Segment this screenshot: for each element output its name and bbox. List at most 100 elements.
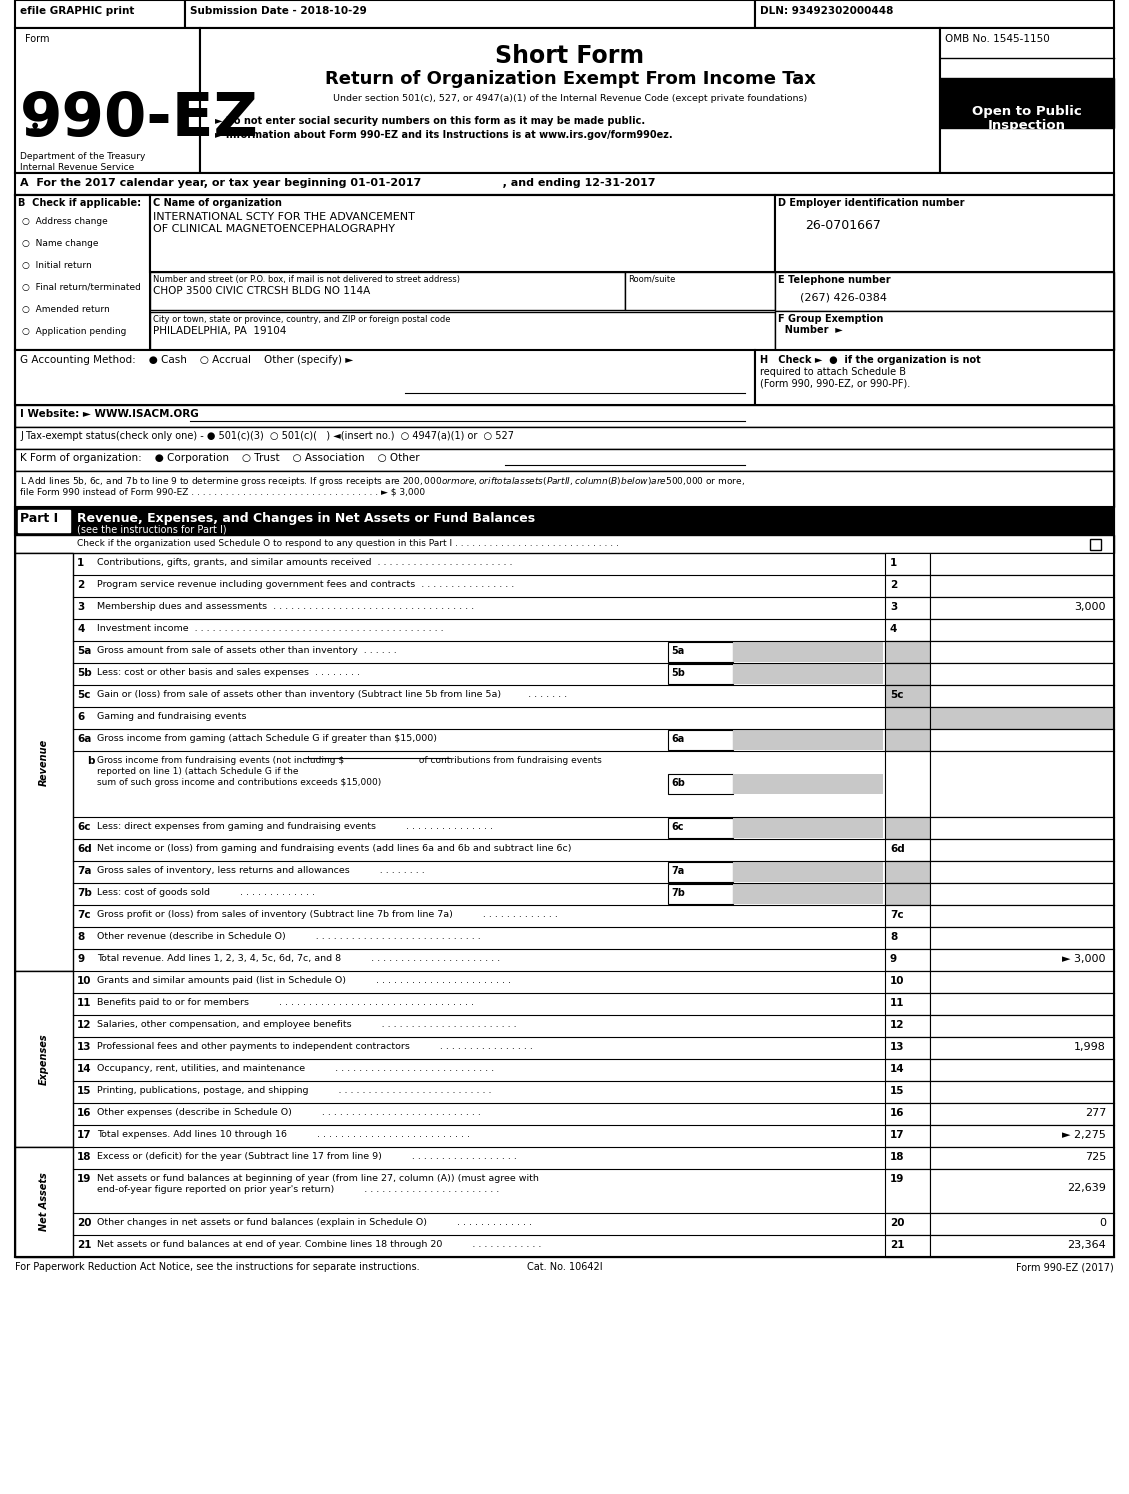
Text: 12: 12: [890, 1020, 904, 1029]
Text: 5a: 5a: [671, 645, 684, 656]
Bar: [668, 862, 733, 881]
Bar: [930, 1213, 1114, 1236]
Bar: [930, 598, 1114, 619]
Text: 7c: 7c: [890, 910, 903, 920]
Text: 17: 17: [77, 1129, 91, 1140]
Text: 18: 18: [890, 1152, 904, 1162]
Text: Grants and similar amounts paid (list in Schedule O)          . . . . . . . . . : Grants and similar amounts paid (list in…: [97, 976, 511, 985]
Text: INTERNATIONAL SCTY FOR THE ADVANCEMENT: INTERNATIONAL SCTY FOR THE ADVANCEMENT: [154, 212, 414, 223]
Text: Number and street (or P.O. box, if mail is not delivered to street address): Number and street (or P.O. box, if mail …: [154, 275, 460, 284]
Bar: [885, 994, 930, 1014]
Bar: [668, 884, 733, 904]
Bar: [200, 28, 940, 173]
Text: 16: 16: [890, 1109, 904, 1118]
Bar: [885, 707, 930, 729]
Text: 3,000: 3,000: [1075, 602, 1106, 613]
Text: Internal Revenue Service: Internal Revenue Service: [20, 163, 134, 172]
Bar: [885, 1168, 930, 1213]
Text: 3: 3: [890, 602, 898, 613]
Bar: [930, 729, 1114, 751]
Text: Program service revenue including government fees and contracts  . . . . . . . .: Program service revenue including govern…: [97, 580, 514, 589]
Bar: [885, 1014, 930, 1037]
Text: 7b: 7b: [77, 887, 91, 898]
Text: Open to Public: Open to Public: [972, 105, 1082, 118]
Text: 4: 4: [890, 624, 898, 633]
Text: 7c: 7c: [77, 910, 90, 920]
Text: 14: 14: [77, 1064, 91, 1074]
Bar: [930, 1168, 1114, 1213]
Text: 2017: 2017: [945, 90, 1076, 134]
Text: 22,639: 22,639: [1067, 1183, 1106, 1194]
Text: K Form of organization:    ● Corporation    ○ Trust    ○ Association    ○ Other: K Form of organization: ● Corporation ○ …: [20, 453, 420, 463]
Text: Net assets or fund balances at end of year. Combine lines 18 through 20         : Net assets or fund balances at end of ye…: [97, 1240, 542, 1249]
Text: Other revenue (describe in Schedule O)          . . . . . . . . . . . . . . . . : Other revenue (describe in Schedule O) .…: [97, 932, 481, 941]
Text: 1: 1: [77, 557, 85, 568]
Text: Gross sales of inventory, less returns and allowances          . . . . . . . .: Gross sales of inventory, less returns a…: [97, 867, 425, 875]
Text: H   Check ►  ●  if the organization is not: H Check ► ● if the organization is not: [760, 356, 981, 365]
Text: 0: 0: [1099, 1218, 1106, 1228]
Text: ○  Initial return: ○ Initial return: [21, 261, 91, 270]
Text: sum of such gross income and contributions exceeds $15,000): sum of such gross income and contributio…: [97, 778, 382, 787]
Text: Membership dues and assessments  . . . . . . . . . . . . . . . . . . . . . . . .: Membership dues and assessments . . . . …: [97, 602, 474, 611]
Text: 6d: 6d: [890, 844, 904, 855]
Text: 1,998: 1,998: [1074, 1041, 1106, 1052]
Text: 14: 14: [890, 1064, 904, 1074]
Text: Cat. No. 10642I: Cat. No. 10642I: [527, 1262, 603, 1271]
Bar: [18, 509, 70, 532]
Text: Short Form: Short Form: [496, 43, 645, 69]
Text: Department of the Treasury: Department of the Treasury: [20, 152, 146, 161]
Text: 11: 11: [890, 998, 904, 1008]
Bar: [930, 883, 1114, 905]
Bar: [885, 598, 930, 619]
Bar: [733, 663, 883, 684]
Bar: [930, 619, 1114, 641]
Bar: [930, 905, 1114, 926]
Bar: [940, 78, 1114, 128]
Bar: [774, 272, 1114, 311]
Bar: [930, 1103, 1114, 1125]
Text: 6a: 6a: [77, 734, 91, 744]
Bar: [885, 861, 930, 883]
Text: CHOP 3500 CIVIC CTRCSH BLDG NO 114A: CHOP 3500 CIVIC CTRCSH BLDG NO 114A: [154, 285, 370, 296]
Text: OMB No. 1545-1150: OMB No. 1545-1150: [945, 34, 1050, 43]
Text: 6b: 6b: [671, 778, 685, 787]
Bar: [930, 1059, 1114, 1082]
Bar: [930, 1082, 1114, 1103]
Text: Net Assets: Net Assets: [40, 1173, 49, 1231]
Bar: [885, 575, 930, 598]
Text: 2: 2: [77, 580, 85, 590]
Text: Check if the organization used Schedule O to respond to any question in this Par: Check if the organization used Schedule …: [77, 539, 619, 548]
Text: Revenue: Revenue: [40, 738, 49, 786]
Bar: [15, 1147, 73, 1256]
Text: 725: 725: [1085, 1152, 1106, 1162]
Text: end-of-year figure reported on prior year's return)          . . . . . . . . . .: end-of-year figure reported on prior yea…: [97, 1185, 499, 1194]
Text: D Employer identification number: D Employer identification number: [778, 199, 964, 208]
Bar: [755, 350, 1114, 405]
Text: Expenses: Expenses: [40, 1034, 49, 1085]
Text: F Group Exemption: F Group Exemption: [778, 314, 883, 324]
Text: Benefits paid to or for members          . . . . . . . . . . . . . . . . . . . .: Benefits paid to or for members . . . . …: [97, 998, 474, 1007]
Text: 19: 19: [890, 1174, 904, 1185]
Bar: [885, 729, 930, 751]
Text: Total revenue. Add lines 1, 2, 3, 4, 5c, 6d, 7c, and 8          . . . . . . . . : Total revenue. Add lines 1, 2, 3, 4, 5c,…: [97, 955, 500, 964]
Text: Return of Organization Exempt From Income Tax: Return of Organization Exempt From Incom…: [324, 70, 815, 88]
Bar: [150, 196, 774, 272]
Text: ► Information about Form 990-EZ and its Instructions is at www.irs.gov/form990ez: ► Information about Form 990-EZ and its …: [215, 130, 673, 140]
Bar: [885, 1236, 930, 1256]
Text: Part I: Part I: [20, 512, 58, 524]
Text: 16: 16: [77, 1109, 91, 1118]
Bar: [15, 471, 1114, 506]
Bar: [885, 1037, 930, 1059]
Text: 11: 11: [77, 998, 91, 1008]
Text: 7b: 7b: [671, 887, 685, 898]
Text: Gross income from fundraising events (not including $                          o: Gross income from fundraising events (no…: [97, 756, 602, 765]
Text: L Add lines 5b, 6c, and 7b to line 9 to determine gross receipts. If gross recei: L Add lines 5b, 6c, and 7b to line 9 to …: [20, 475, 745, 489]
Text: E Telephone number: E Telephone number: [778, 275, 891, 285]
Bar: [733, 862, 883, 881]
Bar: [885, 1125, 930, 1147]
Text: 6c: 6c: [77, 822, 90, 832]
Text: 6d: 6d: [77, 844, 91, 855]
Bar: [625, 272, 774, 309]
Text: 8: 8: [890, 932, 898, 943]
Bar: [930, 1037, 1114, 1059]
